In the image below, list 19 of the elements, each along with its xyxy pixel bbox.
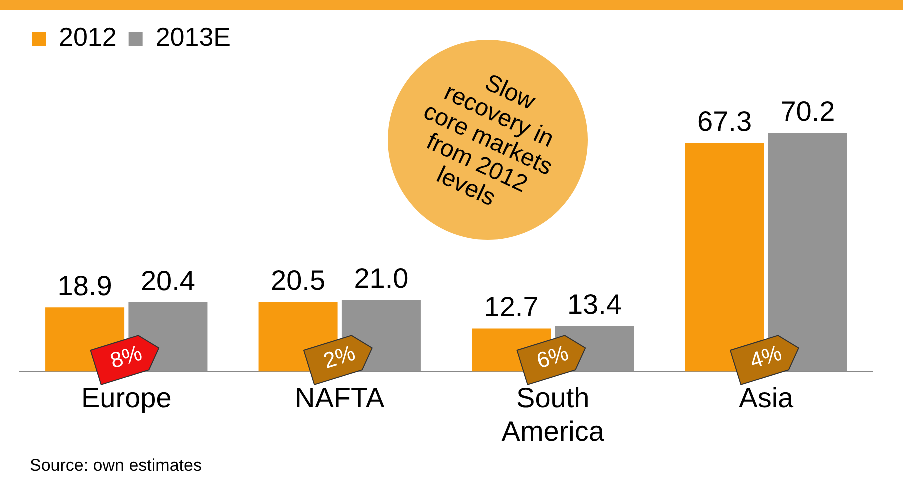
legend-label: 2012 — [59, 22, 117, 52]
x-tick-label: South America — [502, 382, 605, 447]
data-label: 20.5 — [271, 264, 326, 296]
annotation: 4% — [747, 340, 785, 374]
x-tick-label: Asia — [739, 382, 794, 414]
x-tick-label: NAFTA — [295, 382, 386, 414]
source-note: Source: own estimates — [30, 456, 202, 476]
data-label: 70.2 — [780, 96, 836, 128]
data-label: 21.0 — [354, 263, 409, 294]
data-label: 13.4 — [567, 289, 622, 320]
annotation: 6% — [534, 340, 572, 374]
data-label: 20.4 — [140, 265, 196, 296]
data-label: 18.9 — [58, 270, 112, 302]
legend-label: 2013E — [156, 22, 232, 52]
data-label: 12.7 — [484, 291, 539, 322]
data-label: 67.3 — [698, 106, 752, 138]
annotation: 8% — [107, 340, 146, 374]
x-tick-label: Europe — [81, 382, 172, 414]
annotation: 2% — [320, 340, 358, 374]
